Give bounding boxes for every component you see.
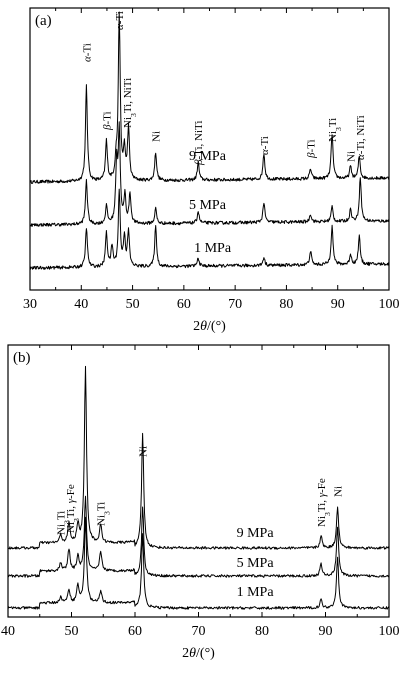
x-tick-label: 90 <box>331 297 345 312</box>
peak-annotation: Ni3Ti <box>56 511 72 535</box>
panel-a: (a) 30 40 50 60 70 80 90 100 2θ/(°) 9 MPa 5 MPa 1 MP… <box>23 7 400 334</box>
x-tick-label: 50 <box>126 297 140 312</box>
x-tick-label: 60 <box>177 297 191 312</box>
x-tick-label: 40 <box>74 297 88 312</box>
x-tick-label: 70 <box>228 297 242 312</box>
x-tick-label: 90 <box>319 624 333 639</box>
peak-annotation: Ni3Ti, NiTi <box>122 78 138 128</box>
peak-annotation: Ni <box>151 131 163 142</box>
peak-annotation: α-Ti <box>114 11 126 30</box>
x-tick-label: 50 <box>65 624 79 639</box>
series-label: 9 MPa <box>237 526 275 541</box>
panel-label: (a) <box>35 13 52 29</box>
x-tick-label: 30 <box>23 297 37 312</box>
x-tick-label: 40 <box>1 624 15 639</box>
x-tick-label: 60 <box>128 624 142 639</box>
trace-5-mpa <box>29 121 390 227</box>
series-label: 1 MPa <box>237 585 275 600</box>
peak-annotation: Ni <box>333 486 345 497</box>
x-tick-label: 100 <box>379 624 400 639</box>
series-label: 1 MPa <box>194 241 232 256</box>
peak-annotation: α-Ti, NiTi <box>355 115 367 160</box>
peak-annotation: Ni3Ti, γ-Fe <box>316 478 332 527</box>
series-label: 5 MPa <box>189 198 227 213</box>
peak-annotation: Ni3Ti, γ-Fe <box>65 484 81 533</box>
peak-annotation: β-Ti <box>101 111 113 131</box>
peak-annotation: β-Ti <box>306 139 318 159</box>
peak-annotation: α-Ti <box>81 43 93 62</box>
trace-1-mpa <box>29 188 390 270</box>
x-axis-label: 2θ/(°) <box>182 646 215 661</box>
peak-annotation: Ni <box>346 151 358 162</box>
x-tick-label: 80 <box>279 297 293 312</box>
x-tick-label: 100 <box>379 297 400 312</box>
peak-annotation: Ni3Ti <box>96 502 112 526</box>
trace-1-mpa <box>7 516 390 610</box>
peak-annotation: Ni <box>138 446 150 457</box>
trace-5-mpa <box>7 495 390 578</box>
panel-b: (b) 40 50 60 70 80 90 100 2θ/(°) 9 MPa 5 MPa 1 MPa N… <box>1 344 400 661</box>
trace-9-mpa <box>29 11 390 184</box>
x-tick-label: 70 <box>192 624 206 639</box>
series-label: 9 MPa <box>189 149 227 164</box>
x-axis-label: 2θ/(°) <box>193 319 226 334</box>
x-tick-label: 80 <box>255 624 269 639</box>
panel-label: (b) <box>13 350 31 366</box>
peak-annotation: Ni3Ti <box>327 118 343 142</box>
trace-9-mpa <box>7 365 390 550</box>
peak-annotation: β-Ti, NiTi <box>193 121 205 166</box>
peak-annotation: α-Ti <box>259 136 271 155</box>
series-label: 5 MPa <box>237 556 275 571</box>
